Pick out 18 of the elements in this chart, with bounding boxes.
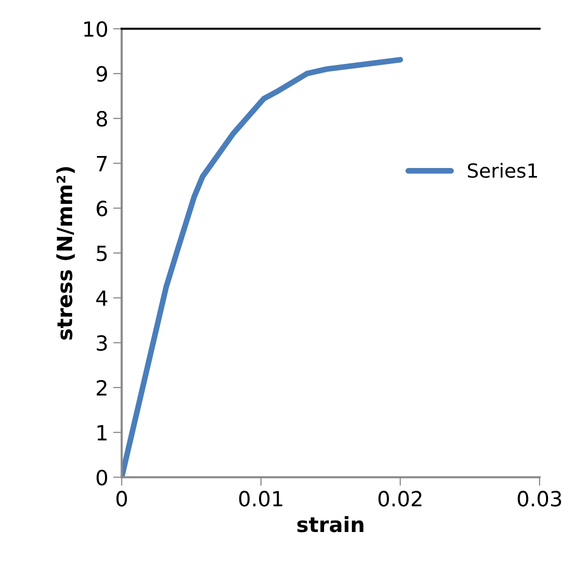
y-tick-label: 4 (96, 290, 108, 306)
y-tick-label: 7 (96, 156, 107, 172)
x-tick-label: 0.01 (239, 490, 282, 507)
x-tick-label: 0.02 (378, 490, 422, 507)
y-tick-label: 3 (96, 335, 107, 351)
x-tick-label: 0.03 (518, 490, 562, 507)
x-axis-title: strain (297, 516, 364, 532)
x-tick-label: 0 (116, 490, 127, 507)
y-tick-label: 6 (96, 200, 108, 216)
y-axis-title: stress (N/mm²) (56, 167, 75, 340)
y-tick-label: 5 (96, 246, 107, 262)
y-tick-label: 8 (96, 110, 108, 127)
y-tick-label: 2 (96, 380, 106, 396)
y-tick-label: 10 (84, 21, 108, 37)
y-tick-label: 1 (98, 425, 107, 440)
y-tick-label: 0 (96, 470, 108, 486)
legend-label: Series1 (468, 162, 537, 178)
y-tick-label: 9 (96, 66, 108, 82)
